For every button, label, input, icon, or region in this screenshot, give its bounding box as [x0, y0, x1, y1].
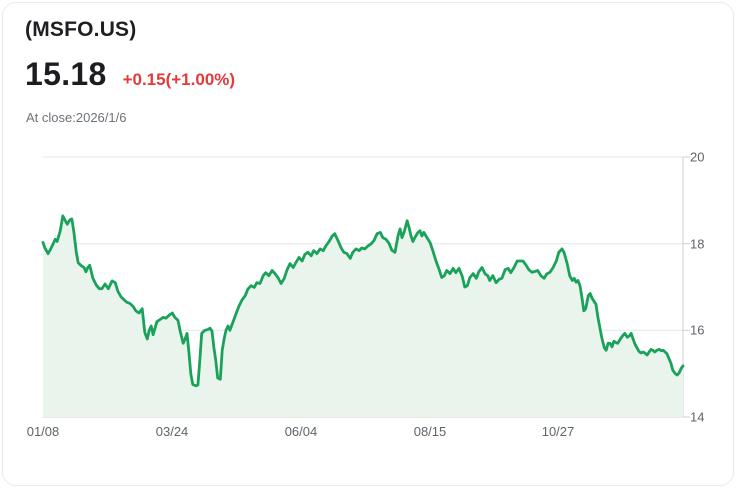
x-axis-label: 03/24: [155, 424, 189, 439]
x-axis-label: 08/15: [413, 424, 447, 439]
price-row: 15.18 +0.15(+1.00%): [25, 56, 235, 93]
price-area-chart: [41, 156, 690, 418]
y-axis-label: 14: [690, 409, 705, 425]
x-axis-label: 10/27: [541, 424, 575, 439]
y-axis-label: 16: [690, 322, 705, 338]
x-axis-label: 06/04: [284, 424, 318, 439]
price-change: +0.15(+1.00%): [122, 70, 236, 89]
ticker-symbol: (MSFO.US): [25, 18, 137, 41]
x-axis-label: 01/08: [26, 424, 60, 439]
at-close-timestamp: At close:2026/1/6: [26, 110, 127, 125]
y-axis-label: 18: [690, 236, 705, 252]
last-price: 15.18: [25, 56, 107, 92]
y-axis-label: 20: [690, 149, 705, 165]
